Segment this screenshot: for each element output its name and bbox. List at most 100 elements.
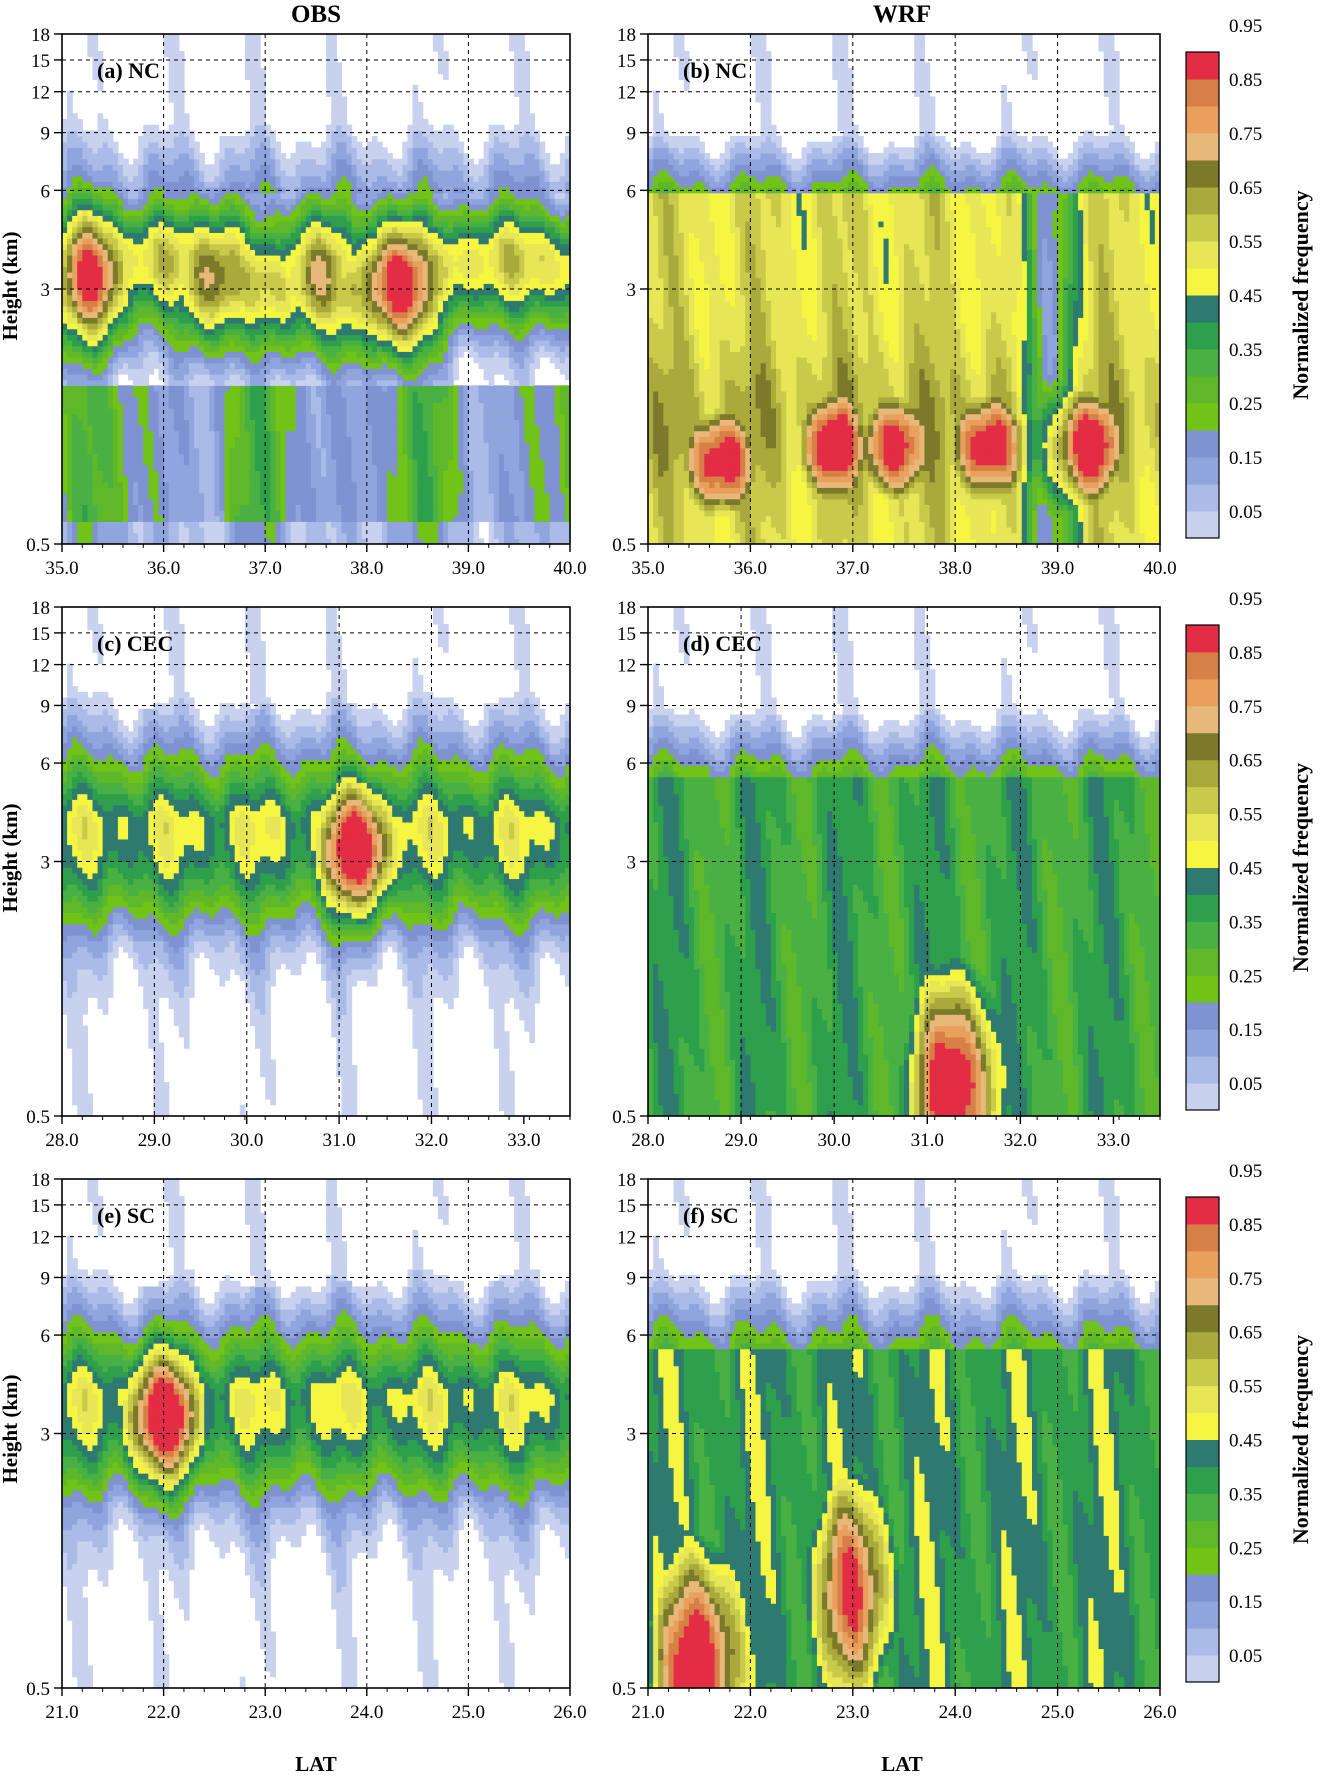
heatmap-cell — [199, 272, 205, 279]
heatmap-cell — [214, 283, 221, 290]
heatmap-cell — [148, 175, 155, 182]
heatmap-cell — [305, 510, 312, 517]
heatmap-cell — [77, 181, 83, 188]
heatmap-cell — [153, 340, 160, 347]
heatmap-cell — [260, 532, 266, 539]
heatmap-cell — [346, 493, 353, 500]
heatmap-cell — [341, 425, 348, 432]
heatmap-cell — [82, 249, 88, 256]
heatmap-cell — [143, 272, 149, 279]
heatmap-cell — [331, 170, 337, 177]
heatmap-cell — [351, 221, 358, 228]
heatmap-cell — [275, 289, 282, 296]
heatmap-cell — [117, 351, 124, 358]
heatmap-cell — [290, 430, 297, 437]
heatmap-cell — [112, 158, 119, 165]
heatmap-cell — [300, 266, 307, 273]
heatmap-cell — [295, 255, 302, 262]
heatmap-cell — [265, 334, 271, 341]
heatmap-cell — [366, 515, 373, 522]
heatmap-cell — [290, 226, 297, 233]
heatmap-cell — [310, 255, 317, 262]
heatmap-cell — [219, 272, 226, 279]
heatmap-cell — [138, 464, 144, 471]
heatmap-cell — [102, 481, 109, 488]
heatmap-cell — [189, 419, 195, 426]
heatmap-cell — [117, 238, 124, 245]
heatmap-cell — [310, 204, 317, 211]
heatmap-cell — [153, 164, 160, 171]
heatmap-cell — [189, 493, 195, 500]
heatmap-cell — [229, 521, 236, 528]
heatmap-cell — [97, 277, 104, 284]
heatmap-cell — [392, 158, 398, 165]
heatmap-cell — [275, 198, 282, 205]
heatmap-cell — [133, 306, 139, 313]
heatmap-cell — [77, 391, 83, 398]
heatmap-cell — [326, 62, 332, 69]
heatmap-cell — [351, 402, 358, 409]
heatmap-cell — [148, 260, 155, 267]
heatmap-cell — [168, 187, 175, 194]
heatmap-cell — [173, 102, 180, 109]
heatmap-cell — [366, 272, 373, 279]
heatmap-cell — [290, 459, 297, 466]
heatmap-cell — [239, 232, 246, 239]
heatmap-cell — [148, 255, 155, 262]
heatmap-cell — [331, 62, 337, 69]
heatmap-cell — [239, 442, 246, 449]
heatmap-cell — [219, 141, 226, 148]
heatmap-cell — [326, 317, 332, 324]
heatmap-cell — [158, 374, 165, 381]
heatmap-cell — [148, 198, 155, 205]
heatmap-cell — [178, 102, 185, 109]
heatmap-cell — [97, 306, 104, 313]
heatmap-cell — [331, 113, 337, 120]
heatmap-cell — [82, 164, 88, 171]
heatmap-cell — [244, 73, 251, 80]
heatmap-cell — [331, 260, 337, 267]
heatmap-cell — [300, 470, 307, 477]
heatmap-cell — [183, 289, 190, 296]
heatmap-cell — [295, 470, 302, 477]
heatmap-cell — [371, 498, 378, 505]
heatmap-cell — [265, 294, 271, 301]
heatmap-cell — [336, 294, 342, 301]
heatmap-cell — [361, 391, 368, 398]
heatmap-cell — [163, 374, 170, 381]
heatmap-cell — [382, 311, 388, 318]
heatmap-cell — [376, 476, 383, 483]
heatmap-cell — [270, 317, 276, 324]
heatmap-cell — [310, 334, 317, 341]
heatmap-cell — [341, 119, 348, 126]
heatmap-cell — [300, 504, 307, 511]
heatmap-cell — [285, 221, 292, 228]
heatmap-cell — [112, 170, 119, 177]
heatmap-cell — [326, 215, 332, 222]
heatmap-cell — [336, 470, 342, 477]
heatmap-cell — [194, 187, 200, 194]
heatmap-cell — [209, 317, 215, 324]
heatmap-cell — [397, 243, 403, 250]
heatmap-cell — [392, 181, 398, 188]
heatmap-cell — [183, 391, 190, 398]
heatmap-cell — [255, 493, 261, 500]
heatmap-cell — [280, 272, 287, 279]
heatmap-cell — [173, 521, 180, 528]
heatmap-cell — [310, 323, 317, 330]
heatmap-cell — [189, 277, 195, 284]
heatmap-cell — [295, 396, 302, 403]
heatmap-cell — [249, 413, 256, 420]
heatmap-cell — [92, 141, 99, 148]
heatmap-cell — [173, 368, 180, 375]
heatmap-cell — [97, 238, 104, 245]
heatmap-cell — [173, 153, 180, 160]
heatmap-cell — [316, 232, 322, 239]
heatmap-cell — [321, 357, 327, 364]
heatmap-cell — [133, 498, 139, 505]
heatmap-cell — [255, 181, 261, 188]
heatmap-cell — [62, 368, 68, 375]
heatmap-cell — [209, 470, 215, 477]
heatmap-cell — [163, 198, 170, 205]
heatmap-cell — [62, 476, 68, 483]
